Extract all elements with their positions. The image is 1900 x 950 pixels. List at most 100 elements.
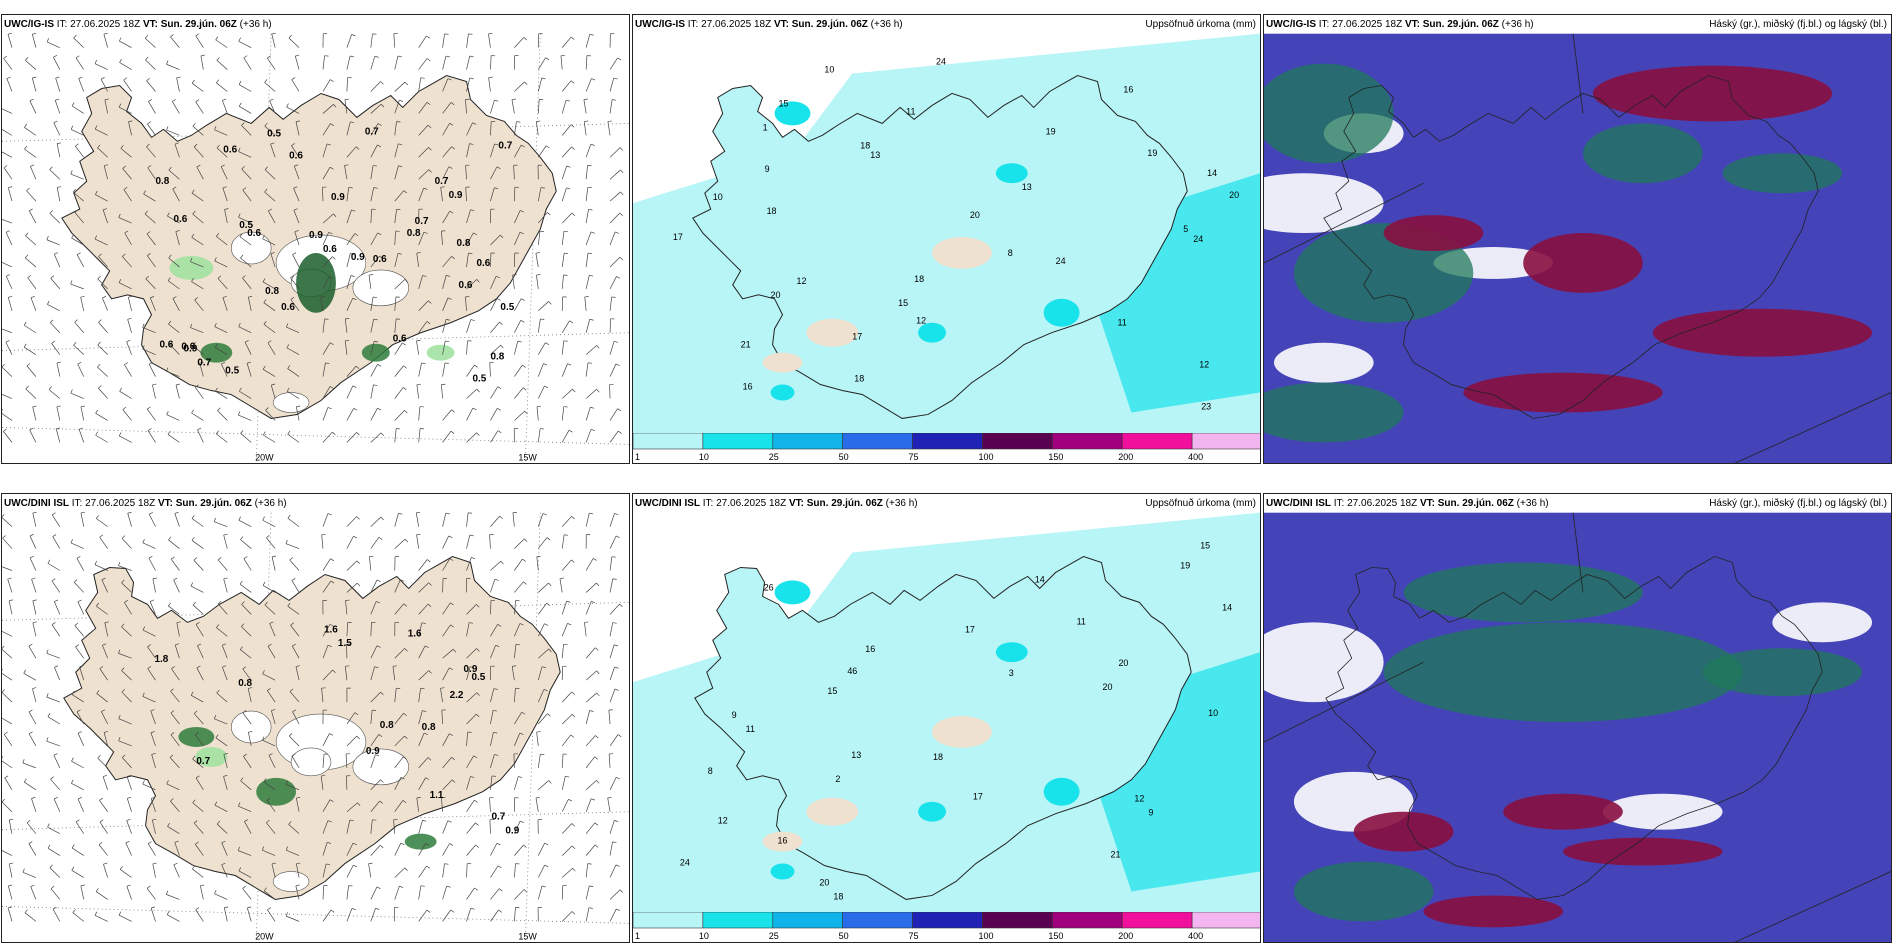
amount-label: 10: [1208, 708, 1218, 718]
legend-swatch: [633, 433, 704, 450]
cloud-layers: [1264, 63, 1873, 443]
dry-areas: [762, 716, 992, 852]
value-label: 0.6: [289, 150, 303, 161]
value-label: 0.7: [498, 140, 512, 151]
value-label: 0.6: [247, 228, 261, 239]
precip-legend: 1 10 25 50 75 100 150 200 400: [633, 912, 1260, 941]
legend-tick: 100: [978, 931, 993, 941]
amount-label: 18: [914, 274, 924, 284]
value-label: 0.6: [323, 244, 337, 255]
amount-label: 12: [1199, 360, 1209, 370]
amount-label: 13: [851, 750, 861, 760]
amount-label: 18: [933, 752, 943, 762]
legend-swatch: [772, 912, 843, 929]
amount-label: 24: [1193, 234, 1203, 244]
cloud-map: [1264, 512, 1891, 942]
value-label: 0.8: [156, 176, 170, 187]
amount-label: 18: [860, 140, 870, 150]
axis-labels: 20W 15W: [255, 452, 537, 462]
value-label: 1.5: [338, 638, 352, 649]
value-label: 1.8: [155, 654, 169, 665]
value-label: 0.7: [491, 812, 505, 823]
value-label: 0.8: [457, 238, 471, 249]
amount-label: 11: [1117, 318, 1126, 328]
legend-tick: 150: [1048, 452, 1063, 462]
precip-value-labels: 0.60.50.60.50.80.60.90.70.90.50.50.60.50…: [156, 126, 515, 384]
amount-label: 14: [1207, 168, 1217, 178]
value-label: 0.5: [225, 366, 239, 377]
legend-swatch: [633, 912, 704, 929]
legend-swatch: [702, 433, 774, 450]
amount-label: 16: [743, 382, 753, 392]
value-label: 0.9: [309, 230, 323, 241]
amount-label: 3: [1009, 668, 1014, 678]
panel-cloud-ig-is: UWC/IG-IS IT: 27.06.2025 18Z VT: Sun. 29…: [1263, 14, 1892, 464]
legend-tick: 1: [635, 452, 640, 462]
value-label: 0.5: [267, 128, 281, 139]
legend-tick: 1: [635, 931, 640, 941]
wind-map: 20W 15W1.11.61.50.50.90.81.81.60.80.72.20…: [2, 512, 629, 942]
value-label: 0.5: [472, 374, 486, 385]
amount-label: 18: [854, 374, 864, 384]
value-label: 0.9: [351, 252, 365, 263]
value-label: 0.8: [265, 286, 279, 297]
value-label: 0.6: [223, 144, 237, 155]
amount-label: 18: [767, 206, 777, 216]
amount-label: 20: [1103, 682, 1113, 692]
value-label: 0.6: [373, 254, 387, 265]
amount-label: 12: [718, 816, 728, 826]
panel-header: UWC/IG-IS IT: 27.06.2025 18Z VT: Sun. 29…: [1266, 19, 1534, 30]
panel-header: UWC/DINI ISL IT: 27.06.2025 18Z VT: Sun.…: [635, 498, 918, 509]
legend-swatch: [1191, 912, 1260, 929]
legend-swatch: [982, 912, 1053, 929]
amount-label: 5: [1183, 224, 1188, 234]
amount-label: 14: [1222, 602, 1232, 612]
legend-tick: 200: [1118, 931, 1133, 941]
value-label: 0.9: [366, 746, 380, 757]
amount-label: 1: [763, 122, 768, 132]
value-label: 0.7: [365, 126, 379, 137]
panel-wind-ig-is: UWC/IG-IS IT: 27.06.2025 18Z VT: Sun. 29…: [1, 14, 630, 464]
legend-swatch: [842, 433, 913, 450]
amount-label: 20: [1118, 658, 1128, 668]
value-label: 1.1: [430, 790, 444, 801]
amount-label: 20: [819, 877, 829, 887]
value-label: 0.8: [490, 352, 504, 363]
legend-swatch: [982, 433, 1053, 450]
amount-label: 20: [970, 210, 980, 220]
amount-label: 19: [1147, 148, 1157, 158]
amount-label: 14: [1035, 574, 1045, 584]
value-label: 0.8: [238, 678, 252, 689]
value-label: 0.9: [331, 192, 345, 203]
wind-map: 20W 15W0.60.50.60.50.80.60.90.70.90.50.50…: [2, 33, 629, 463]
legend-tick: 75: [909, 931, 919, 941]
panel-precip-dini: UWC/DINI ISL IT: 27.06.2025 18Z VT: Sun.…: [632, 493, 1261, 943]
precip-map: 2 3 20 12 9 11 24 18 8 15 12 9 26 16 21 17 20 18 46 19 14 10 1…: [633, 512, 1260, 922]
panel-wind-dini: UWC/DINI ISL IT: 27.06.2025 18Z VT: Sun.…: [1, 493, 630, 943]
panel-title: Uppsöfnuð úrkoma (mm): [1145, 19, 1256, 30]
value-label: 0.8: [422, 722, 436, 733]
wind-barbs: [2, 33, 624, 443]
value-label: 2.2: [450, 690, 464, 701]
lon-label: 20W: [255, 452, 274, 462]
precip-cells: [169, 252, 455, 363]
legend-tick: 50: [839, 931, 849, 941]
legend-swatch: [1052, 433, 1123, 450]
amount-label: 19: [1180, 560, 1190, 570]
wind-barbs: [2, 512, 624, 922]
amount-label: 12: [916, 316, 926, 326]
meridian-lines: [1264, 33, 1891, 463]
legend-tick: 150: [1048, 931, 1063, 941]
legend-swatch: [1121, 433, 1193, 450]
legend-swatch: [1121, 912, 1193, 929]
legend-tick: 50: [839, 452, 849, 462]
lon-label: 15W: [518, 931, 537, 941]
legend-tick: 25: [769, 931, 779, 941]
lon-label: 20W: [255, 931, 274, 941]
heavy-precip: [770, 101, 1080, 401]
value-label: 0.8: [407, 228, 421, 239]
cloud-map: [1264, 33, 1891, 463]
value-label: 0.5: [500, 302, 514, 313]
axis-labels: 20W 15W: [255, 931, 537, 941]
legend-swatch: [1052, 912, 1123, 929]
